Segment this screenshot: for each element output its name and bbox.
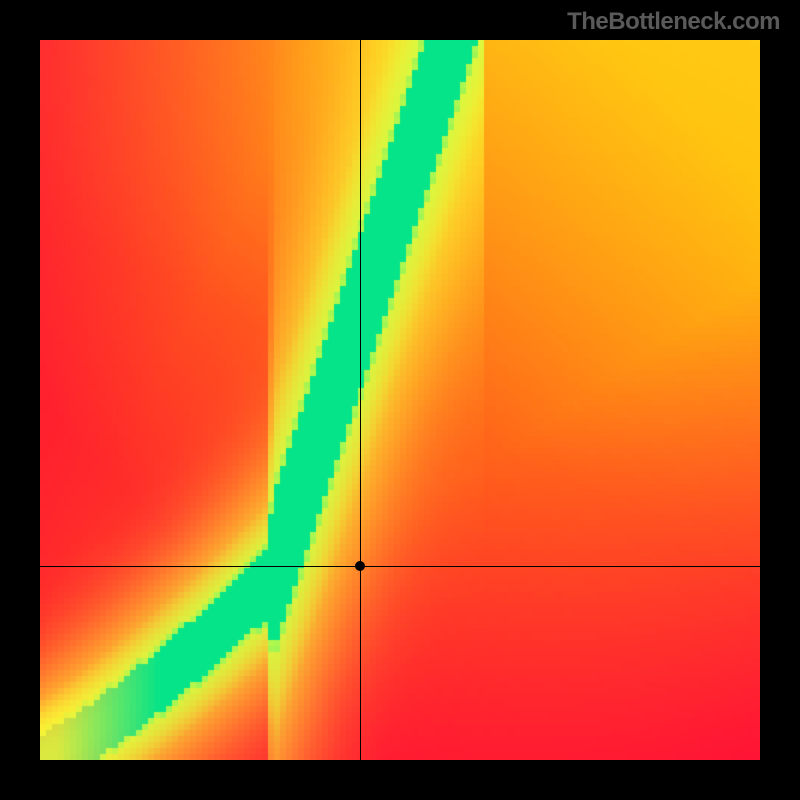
plot-area <box>40 40 760 760</box>
watermark-text: TheBottleneck.com <box>567 8 780 36</box>
heatmap-canvas <box>40 40 760 760</box>
crosshair-horizontal <box>40 566 760 567</box>
crosshair-vertical <box>360 40 361 760</box>
crosshair-marker <box>355 561 365 571</box>
chart-container: TheBottleneck.com <box>0 0 800 800</box>
